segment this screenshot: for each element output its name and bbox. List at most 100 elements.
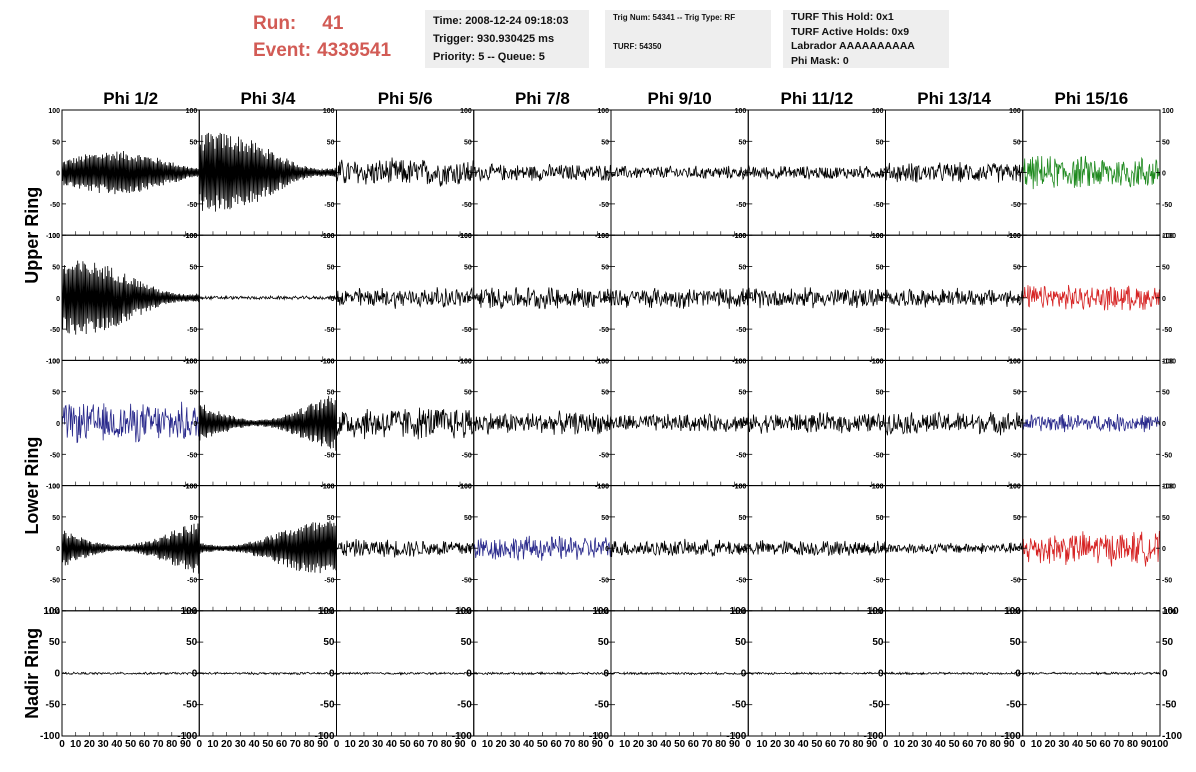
x-tick-label: 0 — [883, 739, 889, 750]
y-tick-label: 100 — [735, 108, 747, 115]
y-tick-label: -50 — [187, 452, 197, 459]
y-tick-label: 0 — [1017, 171, 1021, 178]
y-tick-label: 100 — [455, 606, 472, 617]
y-tick-label: 100 — [186, 358, 198, 365]
y-tick-label: 0 — [468, 546, 472, 553]
y-tick-label: 100 — [735, 233, 747, 240]
trig-num-text: Trig Num: 54341 -- Trig Type: RF — [613, 13, 736, 22]
y-tick-label: -100 — [589, 731, 609, 742]
y-tick-label: 50 — [601, 515, 609, 522]
waveform-trace — [336, 407, 475, 440]
y-tick-label: -100 — [1162, 609, 1176, 616]
waveform-trace — [747, 164, 886, 180]
y-tick-label: 0 — [468, 171, 472, 178]
y-tick-label: 100 — [730, 606, 747, 617]
waveform-trace — [198, 294, 337, 301]
x-tick-label: 90 — [1141, 739, 1153, 750]
y-tick-label: -50 — [187, 202, 197, 209]
y-tick-label: -50 — [1011, 452, 1021, 459]
waveform-trace — [747, 412, 886, 434]
y-tick-label: 0 — [193, 546, 197, 553]
y-tick-label: -50 — [462, 578, 472, 585]
y-tick-label: -50 — [187, 578, 197, 585]
y-tick-label: -100 — [458, 484, 472, 491]
trig-info-box: Trig Num: 54341 -- Trig Type: RF TURF: 5… — [605, 10, 771, 68]
y-tick-label: -50 — [324, 202, 334, 209]
y-tick-label: -50 — [50, 202, 60, 209]
waveform-trace — [336, 539, 475, 558]
y-tick-label: 0 — [605, 546, 609, 553]
x-tick-label: 0 — [745, 739, 751, 750]
y-tick-label: 50 — [327, 390, 335, 397]
y-tick-label: 50 — [1013, 515, 1021, 522]
waveform-trace — [61, 671, 200, 676]
time-info-box: Time: 2008-12-24 09:18:03 Trigger: 930.9… — [425, 10, 589, 68]
y-tick-label: 100 — [1009, 358, 1021, 365]
y-tick-label: -50 — [50, 578, 60, 585]
y-tick-label: 0 — [1015, 668, 1021, 679]
trigger-text: Trigger: 930.930425 ms — [433, 33, 555, 45]
y-tick-label: 100 — [48, 484, 60, 491]
y-tick-label: 100 — [872, 358, 884, 365]
event-row: Event: 4339541 — [253, 37, 391, 64]
y-tick-label: 100 — [323, 358, 335, 365]
x-tick-label: 40 — [249, 739, 261, 750]
y-tick-label: -50 — [46, 700, 61, 711]
y-tick-label: 50 — [738, 390, 746, 397]
waveform-trace — [610, 165, 749, 181]
turf-active-holds-text: TURF Active Holds: 0x9 — [791, 25, 910, 38]
x-tick-label: 40 — [798, 739, 810, 750]
y-tick-label: 50 — [52, 139, 60, 146]
y-tick-label: -100 — [732, 484, 746, 491]
x-tick-label: 70 — [290, 739, 302, 750]
y-tick-label: 0 — [742, 546, 746, 553]
column-header: Phi 3/4 — [240, 89, 295, 108]
y-tick-label: 50 — [189, 515, 197, 522]
y-tick-label: -100 — [183, 484, 197, 491]
y-tick-label: 50 — [464, 390, 472, 397]
y-tick-label: -100 — [46, 484, 60, 491]
y-tick-label: -100 — [458, 233, 472, 240]
y-tick-label: -50 — [869, 700, 884, 711]
y-tick-label: 0 — [192, 668, 198, 679]
y-tick-label: 0 — [880, 546, 884, 553]
x-tick-label: 20 — [1045, 739, 1057, 750]
y-tick-label: 0 — [331, 296, 335, 303]
y-tick-label: 0 — [193, 296, 197, 303]
y-tick-label: -100 — [320, 484, 334, 491]
column-header: Phi 5/6 — [378, 89, 433, 108]
x-tick-label: 80 — [441, 739, 453, 750]
y-tick-label: 0 — [468, 296, 472, 303]
event-value: 4339541 — [317, 40, 392, 61]
x-tick-label: 30 — [98, 739, 110, 750]
y-tick-label: 0 — [605, 171, 609, 178]
x-tick-label: 30 — [647, 739, 659, 750]
y-tick-label: 0 — [466, 668, 472, 679]
y-tick-label: 0 — [331, 421, 335, 428]
x-tick-label: 20 — [84, 739, 96, 750]
y-tick-label: -50 — [50, 452, 60, 459]
y-tick-label: 50 — [189, 265, 197, 272]
x-tick-label: 60 — [688, 739, 700, 750]
y-tick-label: 100 — [867, 606, 884, 617]
y-tick-label: 100 — [1162, 484, 1174, 491]
x-tick-label: 90 — [866, 739, 878, 750]
y-tick-label: 50 — [601, 390, 609, 397]
y-tick-label: -100 — [1162, 484, 1176, 491]
waveform-trace — [198, 132, 337, 212]
y-tick-label: -50 — [324, 452, 334, 459]
x-tick-label: 30 — [235, 739, 247, 750]
waveform-trace — [885, 162, 1024, 183]
y-tick-label: 100 — [460, 484, 472, 491]
panel-frame — [1022, 109, 1161, 236]
labrador-text: Labrador AAAAAAAAAA — [791, 40, 915, 52]
x-tick-label: 70 — [1113, 739, 1125, 750]
x-tick-label: 70 — [153, 739, 165, 750]
x-tick-label: 10 — [1031, 739, 1043, 750]
y-tick-label: 100 — [1162, 606, 1179, 617]
waveform-trace — [473, 410, 612, 435]
y-tick-label: 50 — [735, 637, 747, 648]
x-tick-label: 10 — [619, 739, 631, 750]
x-tick-label: 80 — [852, 739, 864, 750]
